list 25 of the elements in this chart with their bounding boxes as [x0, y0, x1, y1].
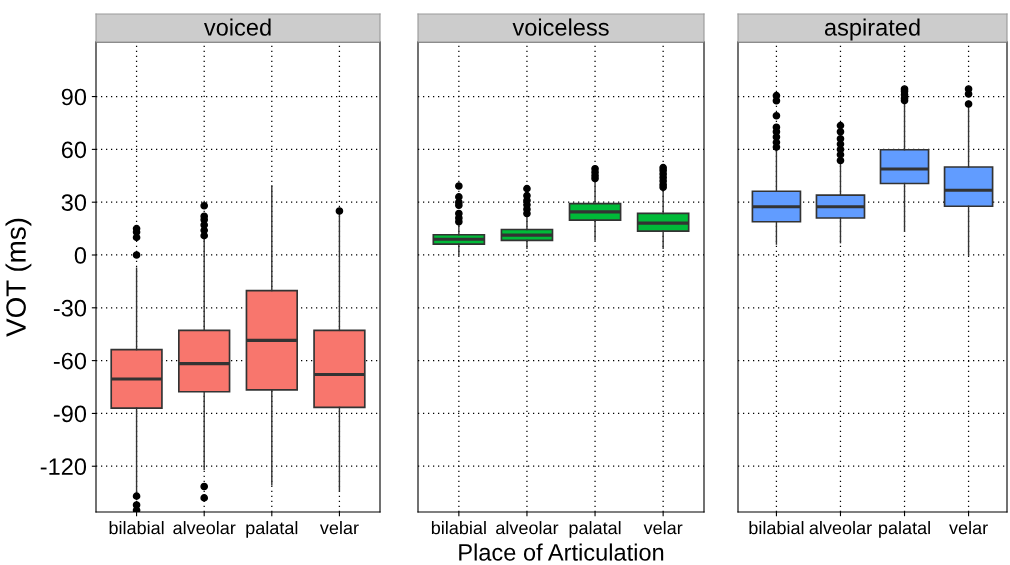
x-tick-label: alveolar [496, 521, 559, 535]
x-tick-label: bilabial [431, 521, 486, 535]
x-tick-label: bilabial [109, 521, 164, 535]
chart-title: voiced [203, 18, 271, 36]
x-axis-title: Place of Articulation [459, 543, 664, 561]
x-tick-label: velar [949, 521, 988, 535]
chart-title: voiceless [512, 18, 609, 36]
y-tick-label: -30 [53, 299, 87, 317]
x-tick-label: bilabial [749, 521, 804, 535]
y-tick-label: 90 [61, 88, 87, 106]
y-axis-title: VOT (ms) [5, 218, 32, 337]
chart-title: aspirated [824, 18, 920, 41]
y-tick-label: -60 [53, 352, 87, 370]
y-tick-label: 60 [61, 141, 87, 159]
y-tick-label: 0 [74, 247, 87, 264]
x-tick-label: alveolar [809, 521, 872, 535]
x-tick-label: palatal [246, 521, 298, 538]
x-tick-label: palatal [879, 521, 930, 538]
x-tick-label: velar [319, 521, 359, 535]
x-tick-label: palatal [569, 521, 621, 538]
x-tick-label: alveolar [173, 521, 236, 535]
x-tick-label: velar [643, 521, 683, 535]
y-tick-label: 30 [61, 194, 87, 211]
y-tick-label: -90 [53, 405, 87, 423]
y-tick-label: -120 [40, 458, 87, 476]
